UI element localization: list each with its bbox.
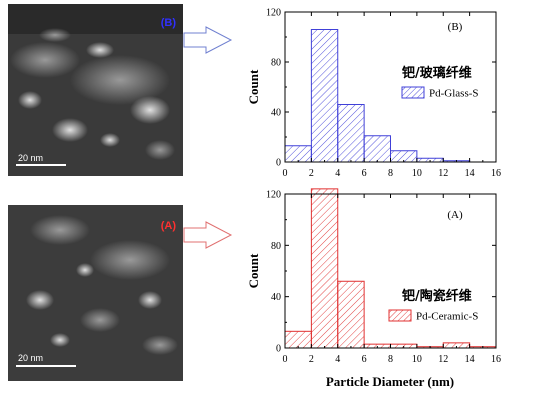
y-tick-label: 120	[266, 8, 281, 19]
x-tick-label: 10	[412, 168, 422, 179]
x-tick-label: 8	[388, 168, 393, 179]
x-tick-label: 14	[465, 168, 475, 179]
legend-swatch	[388, 309, 412, 322]
micrograph-b: (B) 20 nm	[8, 4, 183, 176]
x-tick-label: 2	[309, 354, 314, 365]
legend-swatch	[401, 86, 425, 99]
x-tick-label: 12	[438, 354, 448, 365]
x-axis-label: Particle Diameter (nm)	[326, 374, 454, 389]
arrow-right-icon	[183, 26, 233, 54]
y-tick-label: 40	[271, 292, 281, 303]
y-axis-label: Count	[246, 253, 261, 288]
legend: Pd-Ceramic-S	[388, 309, 478, 323]
histogram-bar	[310, 188, 339, 349]
x-tick-label: 0	[283, 354, 288, 365]
x-tick-label: 16	[491, 354, 501, 365]
legend: Pd-Glass-S	[401, 86, 479, 100]
histogram-bar	[337, 104, 365, 163]
x-tick-label: 14	[465, 354, 475, 365]
x-tick-label: 10	[412, 354, 422, 365]
x-tick-label: 4	[335, 354, 340, 365]
histogram-bar	[363, 135, 391, 163]
panel-label: (B)	[448, 21, 463, 33]
x-tick-label: 16	[491, 168, 501, 179]
x-tick-label: 4	[335, 168, 340, 179]
legend-label: Pd-Ceramic-S	[416, 311, 478, 323]
y-tick-label: 0	[276, 158, 281, 169]
histogram-bar	[284, 330, 312, 349]
x-tick-label: 8	[388, 354, 393, 365]
y-axis-label: Count	[246, 69, 261, 104]
histogram-bar	[284, 145, 312, 163]
scale-bar-label: 20 nm	[18, 353, 43, 363]
legend-label: Pd-Glass-S	[429, 88, 479, 100]
y-tick-label: 80	[271, 241, 281, 252]
y-tick-label: 80	[271, 58, 281, 69]
y-tick-label: 0	[276, 344, 281, 355]
y-tick-label: 120	[266, 190, 281, 201]
panel-label: (A)	[447, 209, 463, 221]
micrograph-a: (A) 20 nm	[8, 205, 183, 381]
histogram-bar	[337, 280, 365, 349]
material-label: 钯/陶瓷纤维	[401, 288, 472, 304]
x-tick-label: 0	[283, 168, 288, 179]
scale-bar-label: 20 nm	[18, 153, 43, 163]
x-tick-label: 2	[309, 168, 314, 179]
micrograph-a-tag: (A)	[161, 220, 177, 232]
y-tick-label: 40	[271, 108, 281, 119]
material-label: 钯/玻璃纤维	[401, 65, 472, 81]
histogram-a: 0 2 4 6 8 10 12 14 16 0 40 80 120 Count (A) 钯/陶瓷纤维 Pd-Ce…	[246, 188, 501, 365]
x-tick-label: 6	[362, 354, 367, 365]
x-tick-label: 12	[438, 168, 448, 179]
x-tick-label: 6	[362, 168, 367, 179]
arrow-right-icon	[183, 221, 233, 249]
histogram-bar	[310, 29, 339, 163]
histogram-b: 0 2 4 6 8 10 12 14 16 0 40 80 120 Count (B) 钯/玻璃纤维 Pd-Gl…	[246, 8, 501, 180]
micrograph-b-tag: (B)	[161, 17, 177, 29]
